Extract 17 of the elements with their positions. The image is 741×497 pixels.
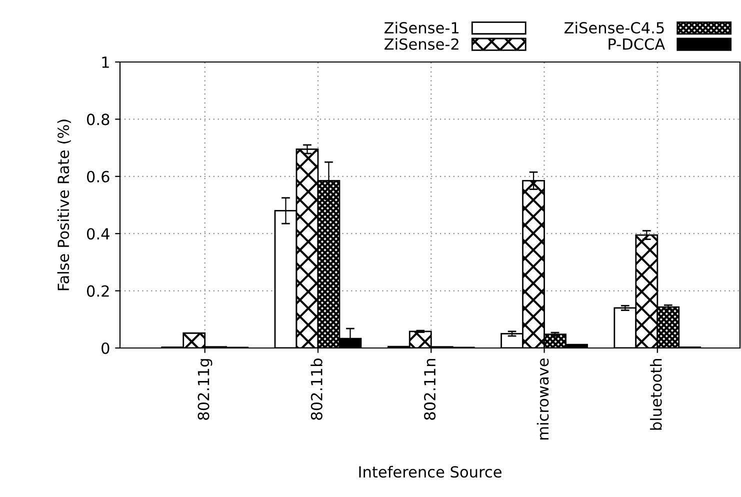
legend-label: ZiSense-2 xyxy=(384,38,458,50)
x-tick-label: 802.11b xyxy=(310,358,322,420)
legend-label: ZiSense-1 xyxy=(384,22,459,34)
x-tick-label: bluetooth xyxy=(650,359,662,430)
x-tick-label: 802.11n xyxy=(424,359,436,420)
y-tick-label: 0 xyxy=(102,342,110,354)
y-tick-label: 0.8 xyxy=(86,114,110,126)
x-tick-label: microwave xyxy=(536,358,549,440)
legend-label: ZiSense-C4.5 xyxy=(564,22,664,34)
y-tick-label: 0.6 xyxy=(86,170,110,182)
y-axis-title: False Positive Rate (%) xyxy=(57,120,71,290)
y-tick-label: 0.4 xyxy=(86,228,110,240)
x-axis-title: Inteference Source xyxy=(359,466,502,478)
y-tick-label: 1 xyxy=(102,56,109,68)
y-tick-label: 0.2 xyxy=(86,285,109,297)
x-tick-label: 802.11g xyxy=(198,359,212,420)
legend-label: P-DCCA xyxy=(608,38,666,50)
